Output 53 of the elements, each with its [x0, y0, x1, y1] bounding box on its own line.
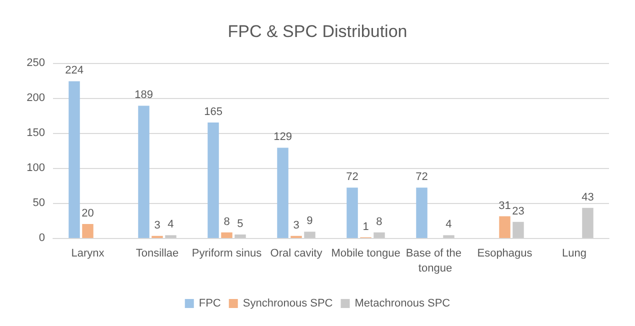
legend-label: Synchronous SPC — [242, 298, 333, 310]
bar — [582, 208, 594, 238]
bar — [234, 234, 246, 238]
data-label: 20 — [82, 208, 94, 220]
data-label: 4 — [168, 218, 174, 231]
bar — [499, 216, 510, 238]
y-tick-label: 50 — [32, 197, 45, 209]
data-label: 129 — [274, 131, 292, 144]
bar — [221, 232, 232, 238]
data-label: 1 — [362, 220, 369, 233]
bar — [165, 235, 176, 238]
data-label: 8 — [224, 216, 230, 228]
bar — [346, 188, 358, 238]
bar — [68, 81, 80, 238]
bar — [374, 232, 385, 238]
x-tick-label: Lung — [562, 248, 586, 260]
data-label: 4 — [446, 218, 452, 231]
legend-label: Metachronous SPC — [354, 298, 450, 310]
bar — [512, 222, 524, 238]
bar — [82, 224, 94, 238]
bar — [208, 122, 219, 238]
data-label: 31 — [498, 200, 511, 212]
data-label: 72 — [416, 171, 428, 184]
x-tick-label: Base of the tongue — [406, 248, 465, 274]
data-label: 3 — [154, 219, 160, 232]
data-label: 8 — [376, 216, 382, 228]
x-tick-label: Mobile tongue — [331, 248, 400, 260]
legend-label: FPC — [198, 298, 221, 310]
x-tick-label: Larynx — [71, 248, 105, 260]
data-label: 43 — [582, 191, 594, 204]
data-label: 9 — [306, 215, 313, 228]
y-tick-label: 0 — [38, 232, 45, 244]
bar — [443, 235, 454, 238]
chart-title: FPC & SPC Distribution — [228, 22, 408, 41]
y-tick-label: 200 — [26, 92, 45, 104]
data-label: 189 — [134, 89, 153, 102]
bar — [304, 232, 316, 238]
data-label: 165 — [204, 106, 222, 118]
y-tick-label: 150 — [26, 127, 45, 139]
x-tick-label: Esophagus — [477, 248, 533, 260]
data-label: 72 — [346, 171, 358, 184]
bar — [416, 188, 428, 238]
bar — [277, 148, 288, 238]
y-tick-label: 250 — [26, 57, 45, 69]
data-label: 3 — [293, 219, 300, 232]
x-tick-label: Pyriform sinus — [192, 248, 262, 260]
bar — [138, 106, 150, 238]
x-tick-label: Tonsillae — [136, 248, 179, 260]
x-tick-label: Oral cavity — [270, 248, 323, 260]
data-label: 23 — [512, 205, 524, 218]
data-label: 224 — [65, 64, 84, 77]
data-label: 5 — [237, 218, 244, 230]
y-tick-label: 100 — [26, 162, 45, 174]
